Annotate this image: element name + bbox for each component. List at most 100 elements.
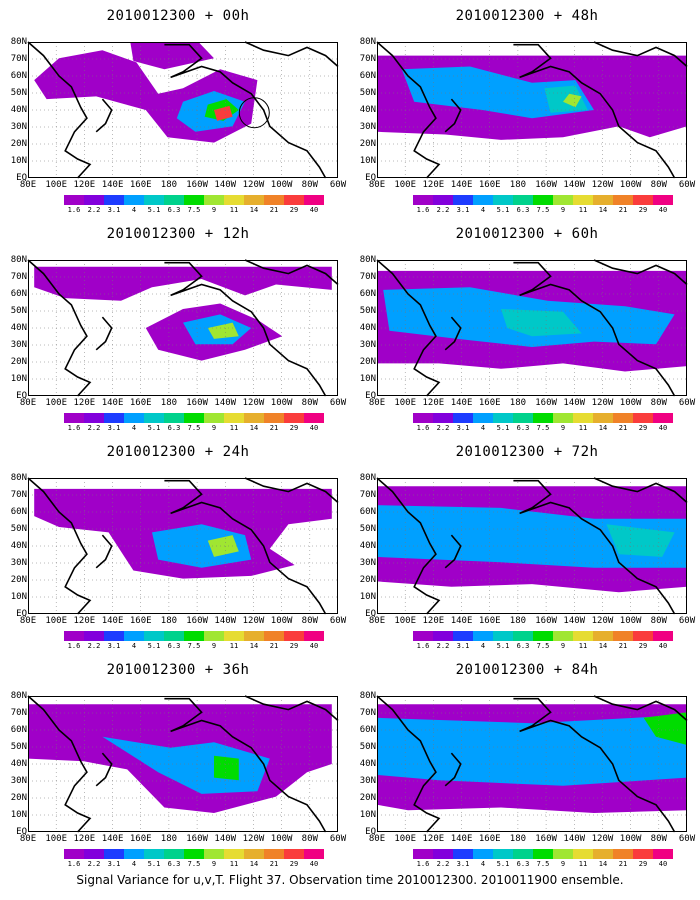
- lat-tick-label: 50N: [359, 306, 376, 316]
- color-scale-swatch: [304, 631, 324, 641]
- color-scale-labels: 1.6 2.2 3.1 4 5.1 6.3 7.5 9 11 14 21 29 40: [64, 860, 324, 870]
- color-scale-swatch: [284, 195, 304, 205]
- color-scale-label: 7.5: [536, 424, 550, 432]
- coastline: [164, 43, 327, 179]
- lon-tick-label: 80W: [301, 180, 318, 190]
- lon-tick-label: 120W: [591, 180, 614, 190]
- lon-tick-label: 100W: [619, 834, 642, 844]
- color-scale-swatch: [533, 631, 553, 641]
- lon-tick-label: 60W: [329, 834, 347, 844]
- lon-tick-label: 160W: [186, 616, 208, 626]
- lon-tick-label: 140E: [450, 616, 473, 626]
- lon-tick-label: 140E: [450, 398, 473, 408]
- coastline: [444, 98, 462, 133]
- color-scale-label: 29: [638, 642, 648, 650]
- color-scale-swatch: [633, 413, 653, 423]
- color-scale-swatch: [164, 195, 184, 205]
- variance-map: [27, 41, 339, 179]
- color-scale-swatch: [84, 195, 104, 205]
- lon-tick-label: 160W: [535, 616, 557, 626]
- lon-tick-label: 180: [160, 834, 178, 844]
- color-scale-swatch: [433, 413, 453, 423]
- lon-tick-label: 180: [160, 398, 178, 408]
- lat-tick-label: 70N: [10, 54, 27, 64]
- coastline: [164, 697, 327, 833]
- color-scale-swatch: [413, 631, 433, 641]
- color-scale-bar: [64, 631, 324, 641]
- color-scale-label: 3.1: [107, 424, 121, 432]
- map-panel: 2010012300 + 72h 80N 70N 60N 50N 40N 30N 20N 10N…: [357, 436, 697, 656]
- lon-tick-label: 160E: [129, 834, 152, 844]
- lon-tick-label: 140E: [101, 398, 124, 408]
- color-scale-label: 21: [618, 424, 628, 432]
- color-scale-swatch: [284, 849, 304, 859]
- color-scale-label: 21: [269, 206, 279, 214]
- lon-tick-label: 140E: [450, 180, 473, 190]
- color-scale-label: 1.6: [67, 206, 81, 214]
- lon-tick-label: 60W: [329, 398, 347, 408]
- lat-tick-label: 10N: [359, 374, 376, 384]
- color-scale-swatch: [244, 195, 264, 205]
- variance-contour: [401, 66, 594, 119]
- color-scale-label: 9: [560, 424, 566, 432]
- color-scale-label: 11: [229, 642, 239, 650]
- longitude-labels: 80E 100E 120E 140E 160E 180 160W 140W 120W 100W 80…: [369, 180, 695, 192]
- color-scale-swatch: [264, 631, 284, 641]
- lat-tick-label: 60N: [359, 71, 376, 81]
- color-scale-label: 3.1: [107, 642, 121, 650]
- color-scale-bar: [413, 413, 673, 423]
- color-scale-label: 40: [309, 860, 319, 868]
- map-frame: [28, 42, 338, 178]
- color-scale-label: 9: [560, 206, 566, 214]
- color-scale-label: 1.6: [416, 642, 430, 650]
- color-scale-labels: 1.6 2.2 3.1 4 5.1 6.3 7.5 9 11 14 21 29 40: [413, 424, 673, 434]
- color-scale-swatch: [124, 195, 144, 205]
- lon-tick-label: 80W: [650, 398, 667, 408]
- lon-tick-label: 120E: [422, 834, 445, 844]
- color-scale-swatch: [573, 849, 593, 859]
- coastline: [244, 41, 339, 68]
- lat-tick-label: 40N: [10, 105, 27, 115]
- variance-contour: [501, 309, 582, 337]
- lat-tick-label: 40N: [359, 105, 376, 115]
- variance-contour: [152, 524, 252, 568]
- panel-title: 2010012300 + 12h: [106, 226, 250, 242]
- color-scale-label: 3.1: [107, 206, 121, 214]
- color-scale-labels: 1.6 2.2 3.1 4 5.1 6.3 7.5 9 11 14 21 29 40: [64, 206, 324, 216]
- lon-tick-label: 120W: [591, 398, 614, 408]
- lat-tick-label: 80N: [10, 691, 27, 701]
- lon-tick-label: 120W: [242, 398, 265, 408]
- color-scale-swatch: [144, 631, 164, 641]
- color-scale-swatch: [493, 413, 513, 423]
- observation-circle: [238, 97, 270, 129]
- lon-tick-label: 100E: [45, 180, 68, 190]
- lat-tick-label: 30N: [359, 558, 376, 568]
- map-panel: 2010012300 + 60h 80N 70N 60N 50N 40N 30N 20N 10N…: [357, 218, 697, 438]
- lon-tick-label: 100W: [619, 180, 642, 190]
- color-scale-swatch: [124, 631, 144, 641]
- color-scale-swatch: [653, 195, 673, 205]
- lon-tick-label: 80E: [368, 834, 386, 844]
- lat-tick-label: EQ: [16, 173, 27, 183]
- lon-tick-label: 80E: [19, 616, 37, 626]
- color-scale-label: 4: [480, 860, 486, 868]
- color-scale-label: 9: [211, 860, 217, 868]
- lat-tick-label: 40N: [10, 323, 27, 333]
- color-scale-swatch: [164, 849, 184, 859]
- lat-tick-label: 50N: [10, 306, 27, 316]
- variance-map: [376, 477, 688, 615]
- color-scale-labels: 1.6 2.2 3.1 4 5.1 6.3 7.5 9 11 14 21 29 40: [64, 642, 324, 652]
- color-scale-label: 1.6: [67, 860, 81, 868]
- coastline: [444, 752, 462, 787]
- lon-tick-label: 120W: [242, 180, 265, 190]
- color-scale-swatch: [64, 195, 84, 205]
- lon-tick-label: 140W: [214, 834, 237, 844]
- lat-tick-label: 80N: [10, 473, 27, 483]
- lon-tick-label: 160E: [478, 834, 501, 844]
- variance-contour: [130, 42, 214, 70]
- lon-tick-label: 60W: [329, 180, 347, 190]
- color-scale-swatch: [304, 195, 324, 205]
- lon-tick-label: 140E: [101, 834, 124, 844]
- color-scale-label: 2.2: [436, 424, 450, 432]
- color-scale-label: 7.5: [187, 860, 201, 868]
